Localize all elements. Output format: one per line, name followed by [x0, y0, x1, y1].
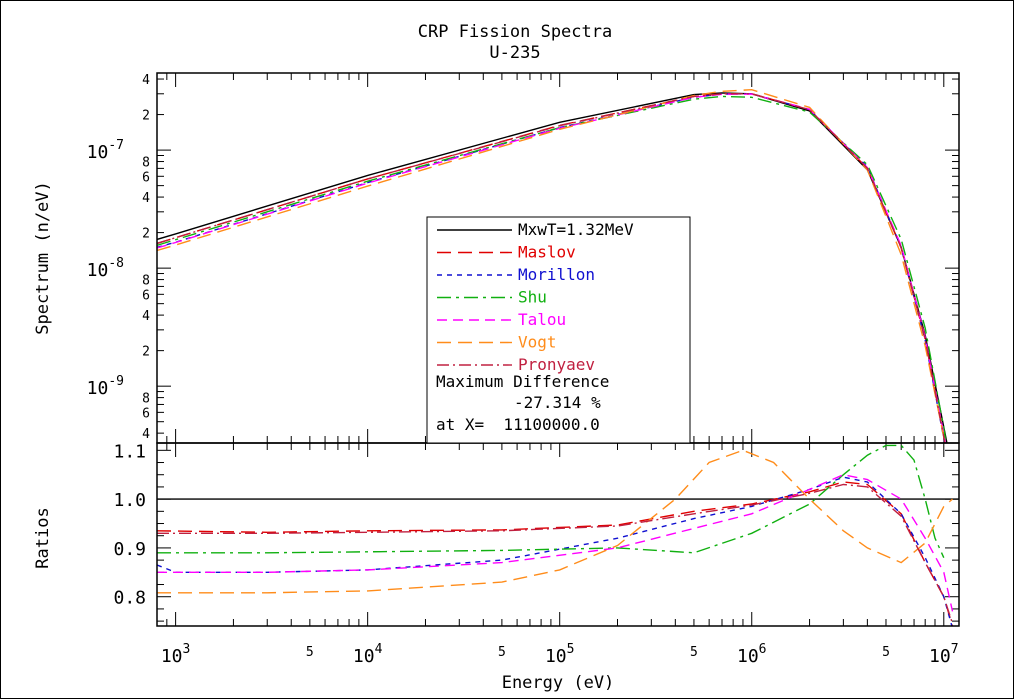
spectrum-line-pronyaev — [157, 93, 946, 443]
legend-label: Vogt — [518, 333, 557, 352]
x-tick-label: 107 — [929, 642, 959, 667]
bottom-panel-ticks: 103 104 105 106 107 5 5 5 5 0.8 0.9 1.0 1.1 — [113, 441, 959, 667]
y-minor-tick-label: 4 — [142, 309, 150, 324]
bottom-panel-frame — [156, 442, 960, 627]
y-tick-label: 1.0 — [113, 490, 146, 511]
annotation-line-3: at X= 11100000.0 — [436, 415, 600, 434]
y-major-tick-label: 10-9 — [87, 374, 124, 399]
spectrum-line-morillon — [157, 93, 946, 443]
ratio-line-shu — [157, 444, 945, 558]
y-minor-tick-label: 2 — [142, 345, 150, 360]
y-minor-tick-label: 6 — [142, 406, 150, 421]
y-tick-label: 0.9 — [113, 539, 146, 560]
legend-label: Talou — [518, 310, 566, 329]
y-major-tick-label: 10-8 — [87, 256, 124, 281]
y-minor-tick-label: 8 — [142, 274, 150, 289]
legend-box — [426, 216, 691, 444]
x-tick-label: 104 — [353, 642, 383, 667]
y-minor-tick-label: 2 — [142, 109, 150, 124]
chart-title: CRP Fission Spectra — [418, 22, 612, 42]
ratio-line-talou — [157, 473, 954, 612]
x-minor-tick-label: 5 — [882, 645, 890, 660]
legend-label: Morillon — [518, 265, 595, 284]
y-axis-label-bottom: Ratios — [33, 507, 53, 568]
y-minor-tick-label: 4 — [142, 73, 150, 88]
ratio-line-pronyaev — [157, 483, 954, 624]
ratio-line-morillon — [157, 476, 953, 626]
y-major-tick-label: 10-7 — [87, 138, 124, 163]
legend-label: Shu — [518, 288, 547, 307]
ratio-line-vogt — [157, 449, 953, 594]
x-minor-tick-label: 5 — [498, 645, 506, 660]
bottom-panel-series — [157, 444, 959, 626]
annotation-line-1: Maximum Difference — [436, 372, 609, 391]
x-tick-label: 106 — [737, 642, 767, 667]
spectrum-line-shu — [157, 95, 947, 443]
legend-label: Pronyaev — [518, 355, 595, 374]
y-minor-tick-label: 8 — [142, 392, 150, 407]
legend: MxwT=1.32MeV Maslov Morillon Shu Talou Vogt Pr… — [426, 216, 691, 444]
y-minor-tick-label: 4 — [142, 427, 150, 442]
y-minor-tick-label: 2 — [142, 227, 150, 242]
chart-subtitle: U-235 — [489, 43, 540, 63]
y-tick-label: 0.8 — [113, 588, 146, 609]
x-minor-tick-label: 5 — [690, 645, 698, 660]
x-minor-tick-label: 5 — [306, 645, 314, 660]
y-minor-tick-label: 6 — [142, 170, 150, 185]
x-tick-label: 105 — [545, 642, 575, 667]
y-minor-tick-label: 8 — [142, 156, 150, 171]
legend-label: MxwT=1.32MeV — [518, 220, 634, 239]
annotation-line-2: -27.314 % — [514, 393, 601, 412]
legend-label: Maslov — [518, 243, 576, 262]
x-tick-label: 103 — [161, 642, 191, 667]
top-panel-series — [157, 88, 948, 443]
y-minor-tick-label: 6 — [142, 288, 150, 303]
x-axis-label: Energy (eV) — [502, 673, 615, 693]
spectrum-line-vogt — [157, 88, 946, 443]
ratio-line-maslov — [157, 481, 954, 626]
spectrum-line-talou — [157, 93, 947, 443]
y-axis-label-top: Spectrum (n/eV) — [33, 181, 53, 335]
y-minor-tick-label: 4 — [142, 191, 150, 206]
y-tick-label: 1.1 — [113, 441, 146, 462]
